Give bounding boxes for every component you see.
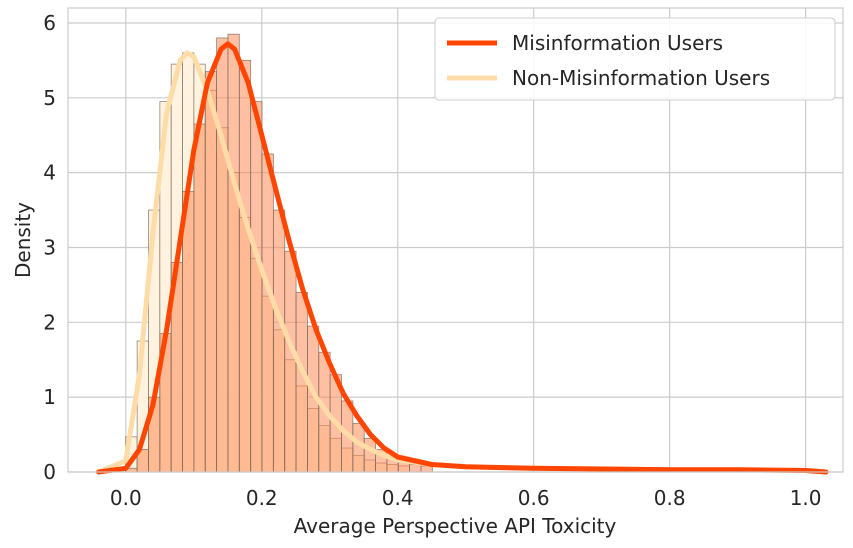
legend-box (434, 17, 836, 101)
legend: Misinformation Users Non-Misinformation U… (434, 17, 836, 101)
y-tick-label-5: 5 (43, 86, 56, 110)
x-tick-label-0: 0.0 (110, 486, 142, 510)
x-tick-label-1: 0.2 (246, 486, 278, 510)
misinformation-bar-25 (409, 464, 422, 473)
misinformation-bar-26 (420, 465, 433, 473)
misinformation-bar-5 (182, 190, 195, 473)
y-tick-label-1: 1 (43, 385, 56, 409)
x-tick-label-2: 0.4 (382, 486, 414, 510)
y-tick-label-4: 4 (43, 161, 56, 185)
misinformation-bar-7 (204, 71, 218, 473)
misinformation-bar-8 (216, 37, 229, 473)
misinformation-bar-11 (250, 101, 263, 473)
plot-frame (67, 7, 844, 473)
x-tick-label-5: 1.0 (790, 486, 822, 510)
x-tick-labels: 0.0 0.2 0.4 0.6 0.8 1.0 (110, 486, 822, 510)
y-tick-label-6: 6 (43, 11, 56, 35)
y-tick-label-2: 2 (43, 310, 56, 334)
misinformation-bar-12 (261, 153, 274, 473)
y-tick-label-3: 3 (43, 235, 56, 259)
kde-lines (96, 41, 829, 475)
x-tick-label-4: 0.8 (654, 486, 686, 510)
x-tick-label-3: 0.6 (518, 486, 550, 510)
misinformation-kde-line (96, 41, 829, 475)
y-tick-labels: 0 1 2 3 4 5 6 (43, 11, 56, 484)
y-tick-label-0: 0 (43, 460, 56, 484)
misinformation-bar-9 (227, 33, 240, 473)
legend-label-1: Non-Misinformation Users (512, 66, 770, 90)
misinformation-bar-14 (284, 250, 297, 473)
misinformation-bar-10 (238, 59, 252, 473)
misinformation-bar-21 (363, 437, 376, 473)
x-axis-title: Average Perspective API Toxicity (294, 514, 617, 538)
y-axis-title: Density (11, 202, 35, 278)
misinformation-bars (125, 33, 433, 473)
legend-label-0: Misinformation Users (512, 31, 723, 55)
misinformation-bar-13 (272, 209, 286, 473)
misinformation-bar-6 (193, 123, 206, 473)
